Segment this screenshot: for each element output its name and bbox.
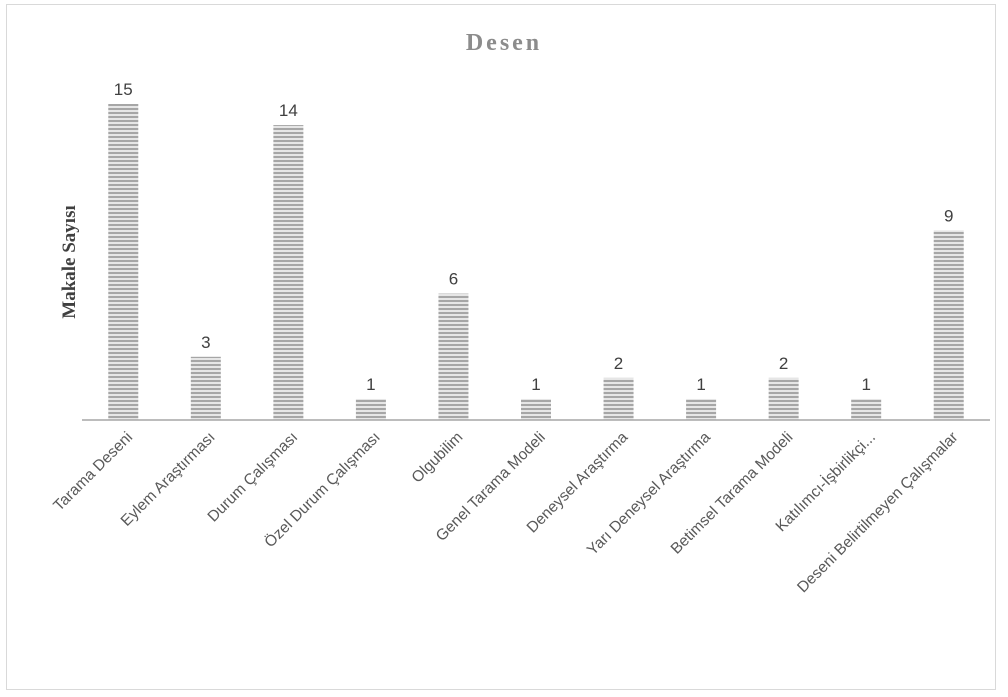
- bar-3: [355, 398, 386, 420]
- data-label-4: 6: [449, 270, 458, 289]
- data-label-0: 15: [114, 80, 133, 99]
- chart-frame: [6, 4, 996, 690]
- bar-5: [521, 398, 551, 420]
- bar-2: [273, 125, 304, 421]
- bar-0: [108, 104, 139, 420]
- data-label-10: 9: [944, 206, 953, 225]
- bar-8: [768, 377, 799, 420]
- bar-1: [190, 356, 221, 420]
- bar-10: [933, 230, 964, 420]
- x-tick-label-10: Deseni Belirtilmeyen Çalışmalar: [794, 429, 961, 596]
- data-label-8: 2: [779, 354, 788, 373]
- bar-9: [851, 398, 882, 420]
- data-label-1: 3: [201, 333, 210, 352]
- data-label-7: 1: [696, 375, 705, 394]
- data-label-5: 1: [531, 375, 540, 394]
- data-label-6: 2: [614, 354, 623, 373]
- data-label-3: 1: [366, 375, 375, 394]
- x-tick-label-2: Durum Çalışması: [205, 429, 302, 526]
- data-label-2: 14: [279, 101, 298, 120]
- chart-title: Desen: [465, 30, 543, 56]
- bar-6: [603, 377, 634, 420]
- x-tick-label-0: Tarama Deseni: [50, 429, 136, 515]
- data-label-9: 1: [861, 375, 870, 394]
- bar-7: [686, 398, 717, 420]
- bar-4: [438, 293, 469, 420]
- x-tick-label-4: Olgubilim: [409, 429, 467, 487]
